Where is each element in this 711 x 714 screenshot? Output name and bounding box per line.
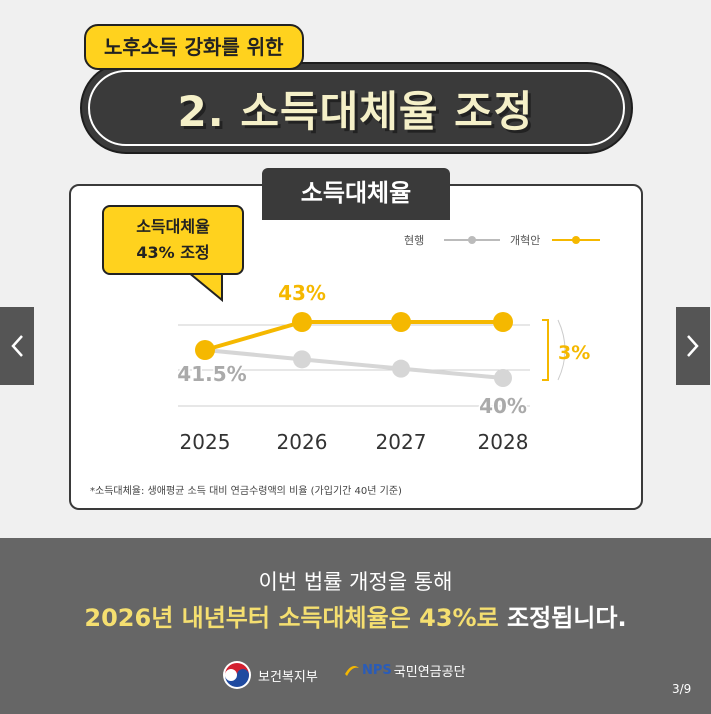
summary-line-2: 2026년 내년부터 소득대체율은 43%로 조정됩니다. [0, 598, 711, 633]
data-point-reform [195, 340, 215, 360]
title-tag: 노후소득 강화를 위한 [84, 24, 304, 70]
prev-slide-button[interactable] [0, 307, 34, 385]
series-line-current [204, 348, 504, 380]
data-point-reform [391, 312, 411, 332]
chevron-left-icon [11, 335, 23, 357]
chart-footnote: *소득대체율: 생애평균 소득 대비 연금수령액의 비율 (가입기간 40년 기… [90, 486, 402, 497]
range-bracket [542, 319, 549, 381]
nps-mark: NPS [362, 662, 392, 678]
nps-logo-text: 국민연금공단 [393, 664, 466, 680]
data-point-reform [493, 312, 513, 332]
data-label: 40% [479, 394, 527, 418]
title-banner [80, 62, 633, 154]
legend-reform-label: 개혁안 [510, 234, 541, 247]
legend-reform-swatch [552, 236, 600, 244]
nps-logo: NPS 국민연금공단 [344, 660, 466, 680]
data-point-current [392, 359, 410, 378]
summary-band [0, 538, 711, 714]
series-line-reform [204, 320, 503, 352]
legend-current-swatch [444, 236, 500, 244]
callout-line-1: 소득대체율 [136, 217, 210, 236]
callout-box: 소득대체율 43% 조정 [102, 205, 244, 275]
mohw-logo: 보건복지부 [222, 660, 318, 690]
x-tick-label: 2028 [478, 430, 529, 454]
summary-rest: 조정됩니다. [507, 604, 627, 632]
page-indicator: 3/9 [672, 682, 692, 696]
summary-line-1: 이번 법률 개정을 통해 [258, 570, 453, 594]
x-tick-label: 2025 [180, 430, 231, 454]
nps-swoosh-icon [345, 666, 359, 676]
x-tick-label: 2027 [376, 430, 427, 454]
next-slide-button[interactable] [676, 307, 710, 385]
data-label: 41.5% [177, 362, 246, 386]
mohw-logo-text: 보건복지부 [258, 669, 318, 685]
range-arc [557, 319, 566, 381]
chart-tab-label: 소득대체율 [262, 168, 450, 220]
data-label: 43% [278, 281, 326, 305]
chevron-right-icon [687, 335, 699, 357]
range-label: 3% [558, 342, 590, 364]
title-banner-inner-border [88, 70, 625, 146]
page-title: 2. 소득대체율 조정 [177, 87, 534, 136]
legend-current-label: 현행 [404, 234, 425, 247]
data-point-current [293, 350, 311, 369]
callout-line-2: 43% 조정 [136, 243, 210, 262]
summary-highlight: 2026년 내년부터 소득대체율은 43%로 [84, 604, 499, 632]
taegeuk-icon [223, 661, 251, 689]
data-point-current [494, 369, 512, 387]
x-tick-label: 2026 [277, 430, 328, 454]
data-point-reform [292, 312, 312, 332]
